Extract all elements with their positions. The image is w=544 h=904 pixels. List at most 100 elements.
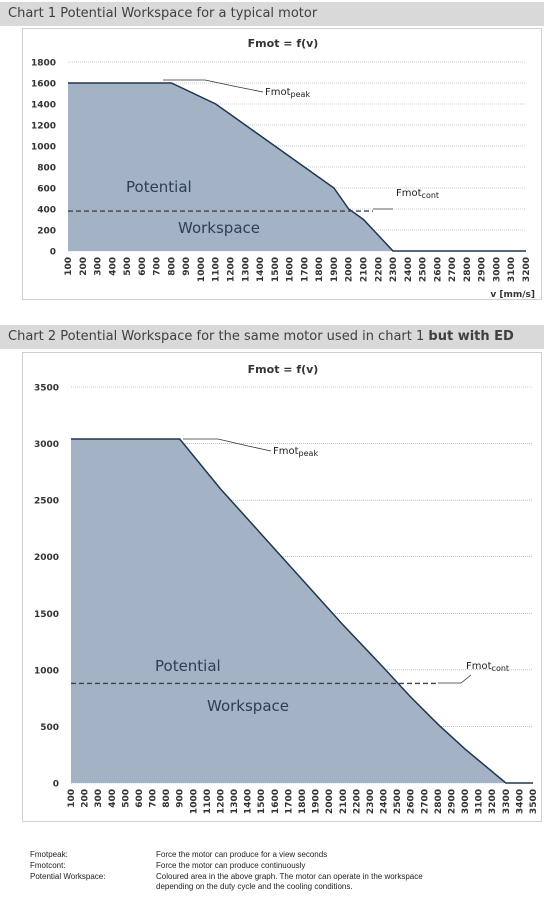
x-tick-label: 100 [64,257,74,276]
x-tick-label: 1500 [271,257,281,282]
x-tick-label: 2100 [339,789,349,814]
y-tick-label: 800 [37,164,56,174]
x-tick-label: 2900 [447,789,457,814]
y-tick-label: 2000 [34,553,59,563]
chart-title: Fmot = f(v) [248,37,319,50]
y-tick-label: 3000 [34,440,59,450]
x-tick-label: 3100 [475,789,485,814]
chart2-heading-bold: but with ED [428,329,514,344]
area-label-lower: Workspace [178,219,260,237]
legend-row-cont: Fmotcont: Force the motor can produce co… [30,861,530,872]
cont-force-label: Fmotcont [466,661,509,673]
area-label-upper: Potential [126,178,192,196]
peak-force-line [71,438,533,784]
y-tick-label: 1800 [31,59,56,69]
chart2-svg: 0 500 1000 1500 2000 2500 3000 3500 100 200 300 400… [3,363,539,836]
legend-row-peak: Fmotpeak: Force the motor can produce fo… [30,850,530,861]
x-tick-label: 3100 [507,257,517,282]
x-tick-label: 3000 [461,789,471,814]
x-tick-label: 1400 [244,789,254,814]
y-tick-label: 600 [37,185,56,195]
x-tick-label: 200 [81,789,91,808]
x-tick-label: 1000 [189,789,199,814]
x-tick-label: 1600 [271,789,281,814]
x-tick-label: 600 [138,257,148,276]
x-tick-label: 1900 [312,789,322,814]
peak-force-label: Fmotpeak [265,87,310,99]
area-label-lower: Workspace [207,697,289,715]
y-tick-label: 1200 [31,122,56,132]
x-tick-label: 1800 [298,789,308,814]
chart1-svg: 0 200 400 600 800 1000 1200 1400 1600 1800 100 200 3… [3,37,535,300]
x-tick-label: 3400 [515,789,525,814]
legend-term: Fmotpeak: [30,850,68,859]
peak-force-line [68,82,526,252]
x-tick-label: 1700 [300,257,310,282]
x-tick-label: 500 [123,257,133,276]
peak-leader-line [163,79,264,93]
chart1-frame: 0 200 400 600 800 1000 1200 1400 1600 1800 100 200 3… [3,28,542,300]
x-tick-label: 1700 [284,789,294,814]
x-tick-label: 2900 [478,257,488,282]
chart2-frame: 0 500 1000 1500 2000 2500 3000 3500 100 200 300 400… [3,352,542,836]
y-tick-label: 500 [40,723,59,733]
chart2-heading: Chart 2 Potential Workspace for the same… [0,325,544,349]
x-tick-label: 2600 [407,789,417,814]
x-tick-label: 800 [162,789,172,808]
y-tick-label: 1500 [34,610,59,620]
x-tick-label: 2000 [325,789,335,814]
x-tick-label: 2200 [374,257,384,282]
x-tick-label: 800 [167,257,177,276]
chart2-heading-plain: Chart 2 Potential Workspace for the same… [8,329,429,344]
y-tick-label: 1400 [31,101,56,111]
x-axis-label: v [mm/s] [490,290,535,299]
x-tick-label: 100 [67,789,77,808]
legend-term: Potential Workspace: [30,872,106,881]
x-tick-label: 1600 [286,257,296,282]
x-tick-label: 2800 [434,789,444,814]
x-tick-label: 2300 [389,257,399,282]
x-tick-label: 2400 [404,257,414,282]
legend-desc: Force the motor can produce for a view s… [156,850,328,859]
x-tick-label: 3200 [488,789,498,814]
x-tick-label: 2100 [359,257,369,282]
y-tick-label: 2500 [34,497,59,507]
x-tick-label: 1900 [330,257,340,282]
legend-row-workspace: Potential Workspace: Coloured area in th… [30,872,530,894]
y-tick-label: 400 [37,206,56,216]
workspace-area [68,83,526,251]
y-tick-label: 1000 [34,666,59,676]
y-tick-label: 0 [50,248,56,258]
x-tick-label: 700 [153,257,163,276]
x-tick-label: 1500 [257,789,267,814]
y-tick-label: 1000 [31,143,56,153]
x-tick-label: 2700 [420,789,430,814]
workspace-area [71,439,533,783]
y-tick-label: 200 [37,227,56,237]
legend-desc: Force the motor can produce continuously [156,861,306,870]
x-tick-label: 1100 [203,789,213,814]
x-tick-label: 3200 [522,257,532,282]
x-tick-label: 3300 [502,789,512,814]
x-tick-label: 2200 [352,789,362,814]
x-tick-label: 2300 [366,789,376,814]
area-label-upper: Potential [155,657,221,675]
x-tick-label: 900 [182,257,192,276]
legend-desc: Coloured area in the above graph. The mo… [156,872,423,891]
x-tick-label: 2700 [448,257,458,282]
x-tick-label: 2800 [463,257,473,282]
x-tick-label: 1300 [230,789,240,814]
chart-title: Fmot = f(v) [248,363,319,376]
peak-force-label: Fmotpeak [273,446,318,458]
y-tick-label: 0 [53,780,59,790]
x-tick-label: 600 [135,789,145,808]
x-tick-label: 1200 [216,789,226,814]
x-tick-label: 2000 [345,257,355,282]
x-tick-label: 1300 [241,257,251,282]
x-tick-label: 2500 [393,789,403,814]
x-tick-label: 1100 [212,257,222,282]
cont-leader-line [438,674,472,684]
x-tick-label: 400 [108,789,118,808]
x-tick-label: 500 [121,789,131,808]
peak-leader-line [183,438,272,452]
